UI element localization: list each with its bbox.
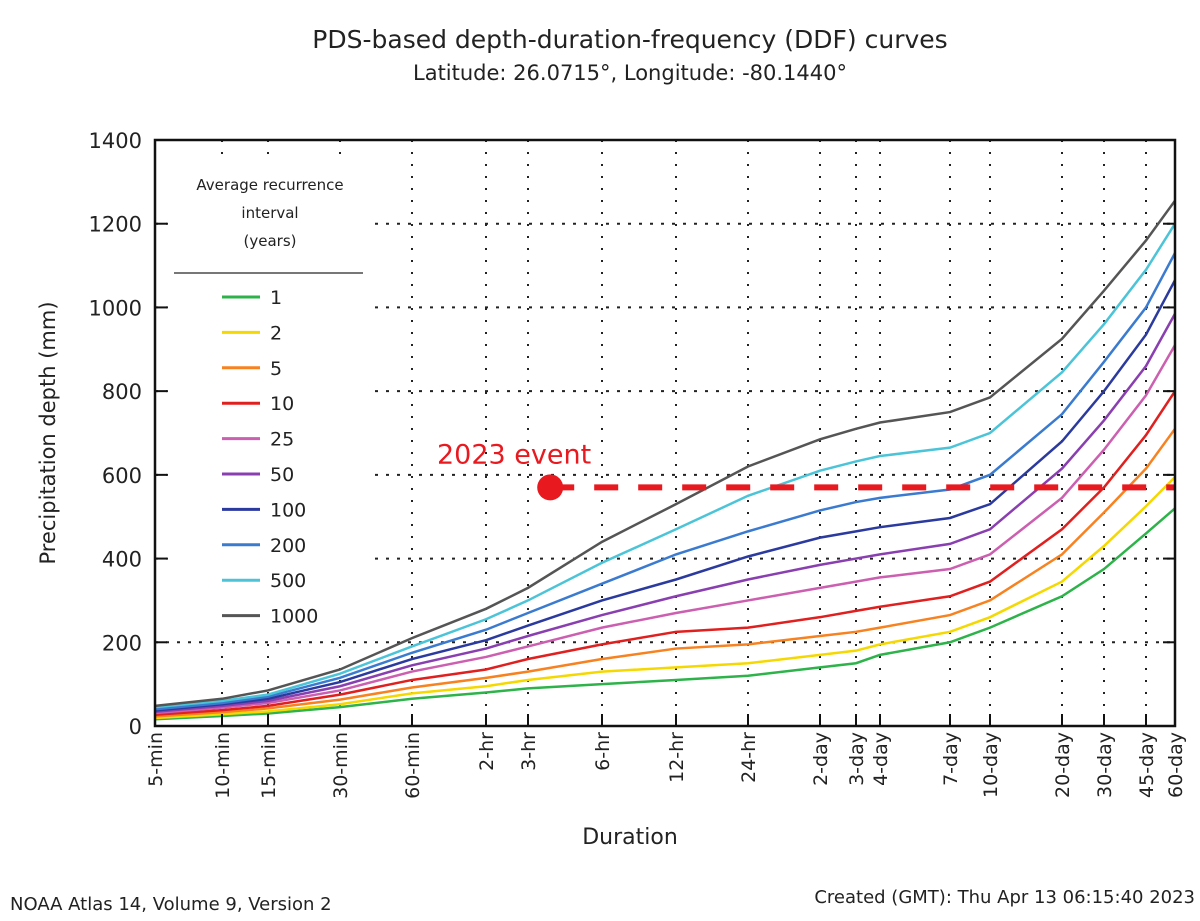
y-tick-label: 1200 [89, 213, 142, 237]
legend-label-1000: 1000 [270, 606, 318, 628]
footer-created: Created (GMT): Thu Apr 13 06:15:40 2023 [814, 887, 1195, 908]
series-line-500 [154, 223, 1177, 709]
x-tick-label: 45-day [1136, 732, 1158, 798]
x-tick-label: 24-hr [738, 732, 760, 783]
x-tick-label: 6-hr [592, 732, 614, 771]
y-tick-label: 600 [102, 464, 142, 488]
event-annotation: 2023 event [437, 439, 1175, 501]
series-line-1000 [154, 199, 1177, 708]
series-line-25 [154, 344, 1177, 715]
axes: 5-min 10-min 15-min 30-min 60-min 2-hr 3-hr 6-h… [89, 129, 1187, 799]
legend-label-200: 200 [270, 535, 306, 557]
y-tick-label: 0 [129, 715, 142, 739]
y-tick-label: 200 [102, 631, 142, 655]
x-tick-label: 60-day [1165, 732, 1187, 798]
y-tick-label: 1000 [89, 296, 142, 320]
legend-box [168, 160, 368, 640]
x-tick-label: 60-min [402, 732, 424, 799]
x-tick-label: 2-hr [476, 732, 498, 771]
series-line-200 [154, 252, 1177, 711]
legend-label-500: 500 [270, 570, 306, 592]
grid [155, 140, 1175, 726]
legend-title-2: interval [241, 204, 298, 222]
x-tick-label: 2-day [810, 732, 832, 786]
x-tick-label: 20-day [1052, 732, 1074, 798]
x-tick-label: 15-min [258, 732, 280, 799]
x-axis-label: Duration [582, 825, 678, 850]
legend-label-2: 2 [270, 322, 282, 344]
legend-label-5: 5 [270, 358, 282, 380]
x-tick-label: 30-min [330, 732, 352, 799]
chart-title: PDS-based depth-duration-frequency (DDF)… [312, 25, 947, 54]
legend: Average recurrence interval (years) 1251… [168, 160, 368, 640]
event-marker [537, 474, 564, 501]
series-line-5 [154, 428, 1177, 718]
x-tick-label: 3-day [846, 732, 868, 786]
legend-label-100: 100 [270, 499, 306, 521]
series-lines [154, 199, 1177, 721]
x-tick-label: 30-day [1094, 732, 1116, 798]
legend-title-3: (years) [244, 232, 297, 250]
x-tick-label: 10-day [980, 732, 1002, 798]
legend-label-1: 1 [270, 287, 282, 309]
series-line-2 [154, 476, 1176, 720]
series-line-100 [154, 279, 1177, 712]
legend-label-10: 10 [270, 393, 294, 415]
series-line-10 [154, 390, 1177, 716]
x-tick-label: 12-hr [666, 732, 688, 783]
legend-label-50: 50 [270, 464, 294, 486]
footer-source: NOAA Atlas 14, Volume 9, Version 2 [10, 894, 332, 915]
y-tick-label: 800 [102, 380, 142, 404]
legend-title-1: Average recurrence [196, 176, 343, 194]
series-line-50 [154, 313, 1177, 714]
x-tick-label: 7-day [940, 732, 962, 786]
y-axis-label: Precipitation depth (mm) [36, 301, 60, 564]
legend-label-25: 25 [270, 429, 294, 451]
event-label: 2023 event [437, 439, 591, 470]
x-tick-label: 4-day [870, 732, 892, 786]
x-tick-label: 3-hr [518, 732, 540, 771]
plot-frame [153, 138, 1177, 728]
x-tick-label: 10-min [212, 732, 234, 799]
series-line-1 [154, 507, 1176, 721]
y-tick-label: 400 [102, 548, 142, 572]
y-tick-label: 1400 [89, 129, 142, 153]
chart-subtitle: Latitude: 26.0715°, Longitude: -80.1440° [413, 61, 847, 85]
x-tick-label: 5-min [145, 732, 167, 787]
